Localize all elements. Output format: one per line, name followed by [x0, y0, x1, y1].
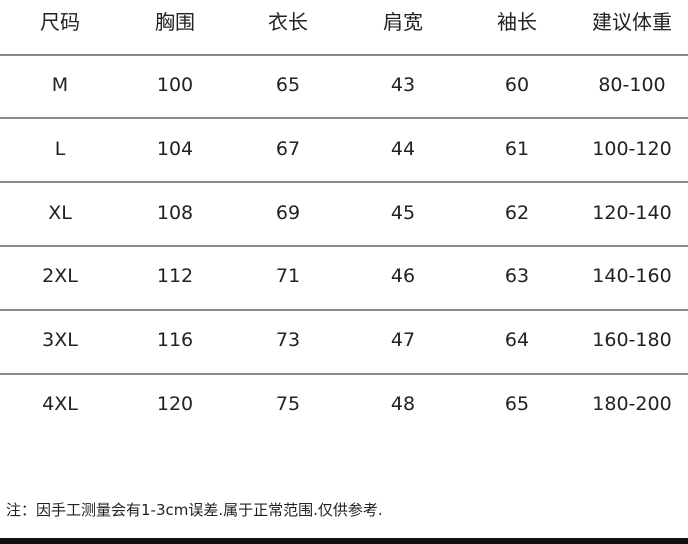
table-cell: 43 [390, 74, 416, 96]
table-cell: 61 [504, 138, 530, 160]
column-header: 袖长 [497, 10, 537, 34]
table-cell: 108 [156, 202, 194, 224]
table-row: 2XL 112 71 46 63 140-160 [0, 256, 688, 296]
table-cell: 100-120 [592, 138, 672, 160]
table-cell: 45 [390, 202, 416, 224]
table-cell: 180-200 [592, 393, 672, 415]
table-cell: 65 [504, 393, 530, 415]
table-cell: 64 [504, 329, 530, 351]
table-row: XL 108 69 45 62 120-140 [0, 193, 688, 233]
row-divider [0, 54, 688, 56]
table-cell: 3XL [42, 329, 78, 351]
table-cell: 140-160 [592, 265, 672, 287]
table-cell: 44 [390, 138, 416, 160]
table-row: M 100 65 43 60 80-100 [0, 65, 688, 105]
table-row: 3XL 116 73 47 64 160-180 [0, 320, 688, 360]
table-cell: 60 [504, 74, 530, 96]
table-cell: 2XL [42, 265, 78, 287]
table-cell: 4XL [42, 393, 78, 415]
table-cell: 120-140 [592, 202, 672, 224]
table-cell: 48 [390, 393, 416, 415]
row-divider [0, 117, 688, 119]
table-cell: 112 [156, 265, 194, 287]
table-cell: 69 [275, 202, 301, 224]
column-header: 胸围 [155, 10, 195, 34]
measurement-note: 注：因手工测量会有1-3cm误差.属于正常范围.仅供参考. [6, 501, 383, 519]
table-cell: 47 [390, 329, 416, 351]
table-cell: 75 [275, 393, 301, 415]
row-divider [0, 181, 688, 183]
table-cell: M [51, 74, 69, 96]
table-cell: 116 [156, 329, 194, 351]
table-cell: XL [48, 202, 72, 224]
table-row: 4XL 120 75 48 65 180-200 [0, 384, 688, 424]
table-cell: 100 [156, 74, 194, 96]
table-cell: 120 [156, 393, 194, 415]
row-divider [0, 373, 688, 375]
table-cell: L [54, 138, 66, 160]
column-header: 肩宽 [383, 10, 423, 34]
table-cell: 65 [275, 74, 301, 96]
table-cell: 71 [275, 265, 301, 287]
bottom-border [0, 538, 688, 544]
header-row: 尺码 胸围 衣长 肩宽 袖长 建议体重 [0, 2, 688, 42]
table-cell: 160-180 [592, 329, 672, 351]
table-cell: 80-100 [598, 74, 666, 96]
table-cell: 63 [504, 265, 530, 287]
column-header: 衣长 [268, 10, 308, 34]
table-cell: 67 [275, 138, 301, 160]
table-row: L 104 67 44 61 100-120 [0, 129, 688, 169]
row-divider [0, 309, 688, 311]
table-cell: 73 [275, 329, 301, 351]
column-header: 建议体重 [592, 10, 672, 34]
row-divider [0, 245, 688, 247]
table-cell: 62 [504, 202, 530, 224]
table-cell: 104 [156, 138, 194, 160]
table-cell: 46 [390, 265, 416, 287]
column-header: 尺码 [40, 10, 80, 34]
